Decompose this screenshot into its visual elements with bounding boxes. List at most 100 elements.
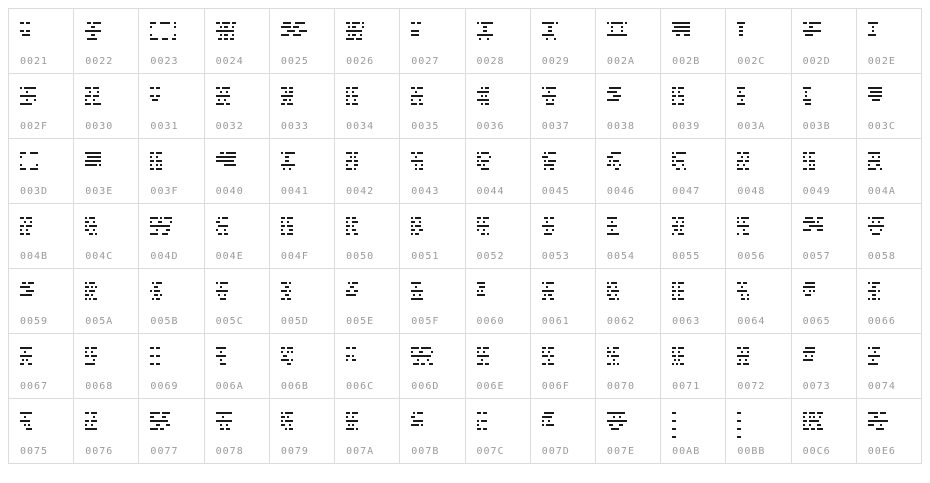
glyph-cell[interactable]: 0058 [856, 204, 921, 268]
glyph-cell[interactable]: 005E [335, 269, 400, 333]
glyph-cell[interactable]: 006D [400, 334, 465, 398]
glyph-cell[interactable]: 002D [791, 9, 856, 73]
glyph-cell[interactable]: 0026 [335, 9, 400, 73]
glyph-cell[interactable]: 00BB [726, 399, 791, 463]
glyph-cell[interactable]: 0032 [204, 74, 269, 138]
glyph-cell[interactable]: 0031 [139, 74, 204, 138]
glyph-cell[interactable]: 003D [9, 139, 74, 203]
glyph-cell[interactable]: 0051 [400, 204, 465, 268]
glyph-cell[interactable]: 0028 [465, 9, 530, 73]
glyph-cell[interactable]: 0063 [661, 269, 726, 333]
glyph-cell[interactable]: 0076 [74, 399, 139, 463]
glyph-cell[interactable]: 004D [139, 204, 204, 268]
glyph-cell[interactable]: 0042 [335, 139, 400, 203]
glyph-cell[interactable]: 002C [726, 9, 791, 73]
glyph-cell[interactable]: 0023 [139, 9, 204, 73]
glyph-cell[interactable]: 002A [595, 9, 661, 73]
glyph-cell[interactable]: 007B [400, 399, 465, 463]
glyph-cell[interactable]: 0036 [465, 74, 530, 138]
glyph-cell[interactable]: 0029 [530, 9, 595, 73]
glyph-cell[interactable]: 006C [335, 334, 400, 398]
glyph-cell[interactable]: 00C6 [791, 399, 856, 463]
codepoint-label: 005E [346, 316, 375, 327]
glyph-cell[interactable]: 0021 [9, 9, 74, 73]
glyph-cell[interactable]: 0077 [139, 399, 204, 463]
glyph-cell[interactable]: 006E [465, 334, 530, 398]
glyph-cell[interactable]: 0040 [204, 139, 269, 203]
glyph-cell[interactable]: 0075 [9, 399, 74, 463]
glyph-cell[interactable]: 0041 [269, 139, 335, 203]
glyph-cell[interactable]: 005A [74, 269, 139, 333]
glyph-canvas [215, 282, 228, 300]
glyph-cell[interactable]: 007A [335, 399, 400, 463]
glyph-cell[interactable]: 003A [726, 74, 791, 138]
glyph-cell[interactable]: 0024 [204, 9, 269, 73]
glyph-cell[interactable]: 0044 [465, 139, 530, 203]
glyph-cell[interactable]: 00AB [661, 399, 726, 463]
glyph-cell[interactable]: 0078 [204, 399, 269, 463]
glyph-cell[interactable]: 0053 [530, 204, 595, 268]
glyph-cell[interactable]: 004E [204, 204, 269, 268]
glyph-cell[interactable]: 006B [269, 334, 335, 398]
glyph-cell[interactable]: 0054 [595, 204, 661, 268]
glyph-cell[interactable]: 005B [139, 269, 204, 333]
glyph-cell[interactable]: 0047 [661, 139, 726, 203]
glyph-cell[interactable]: 0057 [791, 204, 856, 268]
glyph-cell[interactable]: 0039 [661, 74, 726, 138]
glyph-cell[interactable]: 0074 [856, 334, 921, 398]
glyph-cell[interactable]: 0070 [595, 334, 661, 398]
glyph-cell[interactable]: 0043 [400, 139, 465, 203]
glyph-cell[interactable]: 0050 [335, 204, 400, 268]
glyph-cell[interactable]: 0069 [139, 334, 204, 398]
glyph-cell[interactable]: 004B [9, 204, 74, 268]
glyph-cell[interactable]: 0038 [595, 74, 661, 138]
glyph-cell[interactable]: 004C [74, 204, 139, 268]
glyph-cell[interactable]: 0048 [726, 139, 791, 203]
glyph-cell[interactable]: 0068 [74, 334, 139, 398]
glyph-cell[interactable]: 005D [269, 269, 335, 333]
glyph-cell[interactable]: 0027 [400, 9, 465, 73]
glyph-cell[interactable]: 0072 [726, 334, 791, 398]
glyph-cell[interactable]: 004F [269, 204, 335, 268]
glyph-cell[interactable]: 0055 [661, 204, 726, 268]
glyph-cell[interactable]: 006F [530, 334, 595, 398]
glyph-cell[interactable]: 0071 [661, 334, 726, 398]
glyph-cell[interactable]: 0062 [595, 269, 661, 333]
glyph-cell[interactable]: 0060 [465, 269, 530, 333]
glyph-cell[interactable]: 006A [204, 334, 269, 398]
glyph-cell[interactable]: 002F [9, 74, 74, 138]
glyph-cell[interactable]: 0064 [726, 269, 791, 333]
glyph-cell[interactable]: 00E6 [856, 399, 921, 463]
glyph-cell[interactable]: 0049 [791, 139, 856, 203]
glyph-cell[interactable]: 0033 [269, 74, 335, 138]
glyph-cell[interactable]: 0073 [791, 334, 856, 398]
glyph-cell[interactable]: 003C [856, 74, 921, 138]
glyph-cell[interactable]: 0022 [74, 9, 139, 73]
glyph-cell[interactable]: 0052 [465, 204, 530, 268]
glyph-cell[interactable]: 007D [530, 399, 595, 463]
glyph-cell[interactable]: 0037 [530, 74, 595, 138]
glyph-cell[interactable]: 004A [856, 139, 921, 203]
glyph-cell[interactable]: 0059 [9, 269, 74, 333]
glyph-cell[interactable]: 0025 [269, 9, 335, 73]
glyph-cell[interactable]: 0065 [791, 269, 856, 333]
glyph-cell[interactable]: 0056 [726, 204, 791, 268]
glyph-cell[interactable]: 007E [595, 399, 661, 463]
glyph-cell[interactable]: 0030 [74, 74, 139, 138]
glyph-cell[interactable]: 003B [791, 74, 856, 138]
glyph-cell[interactable]: 0066 [856, 269, 921, 333]
glyph-cell[interactable]: 0034 [335, 74, 400, 138]
glyph-cell[interactable]: 002B [661, 9, 726, 73]
glyph-cell[interactable]: 003F [139, 139, 204, 203]
glyph-cell[interactable]: 0061 [530, 269, 595, 333]
glyph-cell[interactable]: 0067 [9, 334, 74, 398]
glyph-cell[interactable]: 0079 [269, 399, 335, 463]
glyph-cell[interactable]: 0046 [595, 139, 661, 203]
glyph-cell[interactable]: 005C [204, 269, 269, 333]
glyph-cell[interactable]: 0035 [400, 74, 465, 138]
glyph-cell[interactable]: 007C [465, 399, 530, 463]
glyph-cell[interactable]: 003E [74, 139, 139, 203]
glyph-cell[interactable]: 002E [856, 9, 921, 73]
glyph-cell[interactable]: 0045 [530, 139, 595, 203]
glyph-cell[interactable]: 005F [400, 269, 465, 333]
